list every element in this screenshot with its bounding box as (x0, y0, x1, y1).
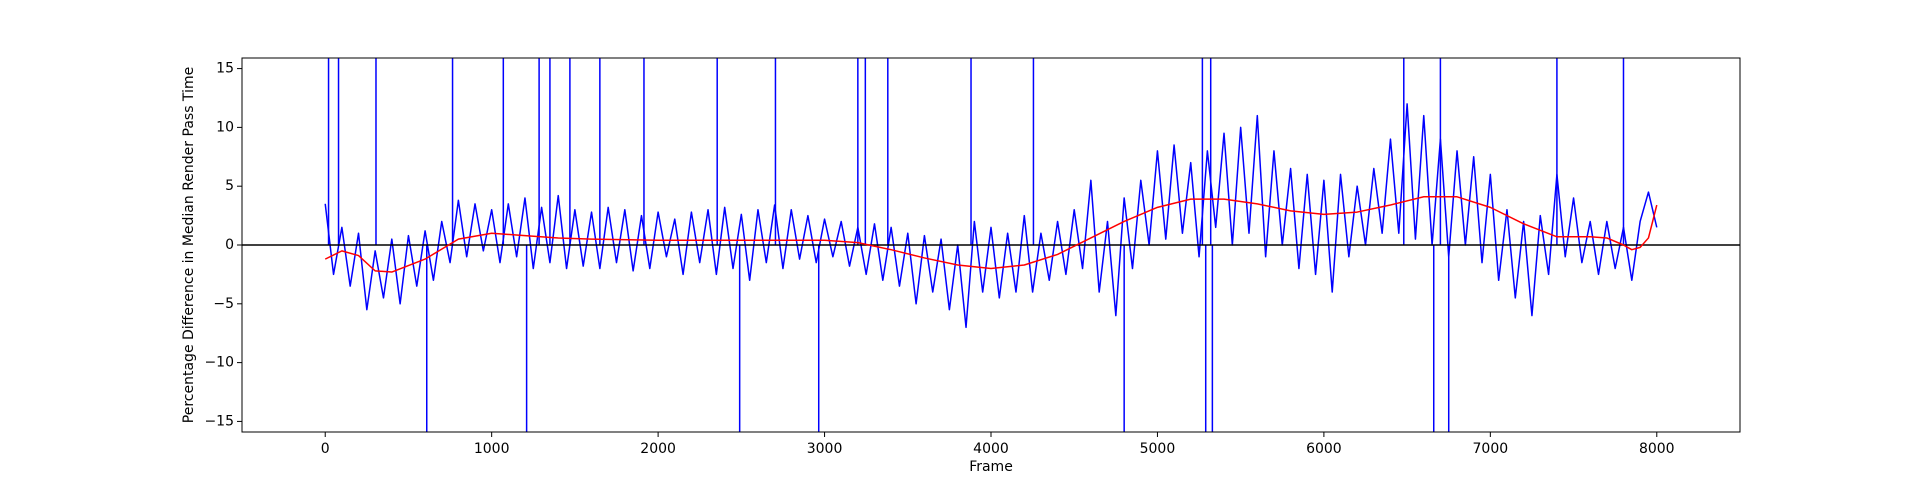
y-tick-label: −15 (204, 413, 234, 429)
x-tick-label: 4000 (973, 441, 1009, 457)
series-line (324, 103, 1658, 329)
x-tick-label: 3000 (807, 441, 843, 457)
x-tick-label: 5000 (1140, 441, 1176, 457)
x-tick-label: 2000 (640, 441, 676, 457)
plot-area (242, 58, 1740, 432)
x-tick-label: 7000 (1473, 441, 1509, 457)
y-tick-label: −10 (204, 355, 234, 371)
x-tick-label: 8000 (1639, 441, 1675, 457)
x-tick-label: 6000 (1306, 441, 1342, 457)
y-axis-label: Percentage Difference in Median Render P… (181, 67, 197, 423)
y-tick-label: 10 (216, 119, 234, 135)
y-tick-label: 15 (216, 61, 234, 77)
series-line (324, 196, 1658, 273)
y-tick-label: 5 (225, 178, 234, 194)
x-tick-label: 0 (321, 441, 330, 457)
y-tick-label: −5 (213, 296, 234, 312)
y-tick-label: 0 (225, 237, 234, 253)
x-axis-label: Frame (969, 459, 1013, 475)
x-tick-label: 1000 (474, 441, 510, 457)
